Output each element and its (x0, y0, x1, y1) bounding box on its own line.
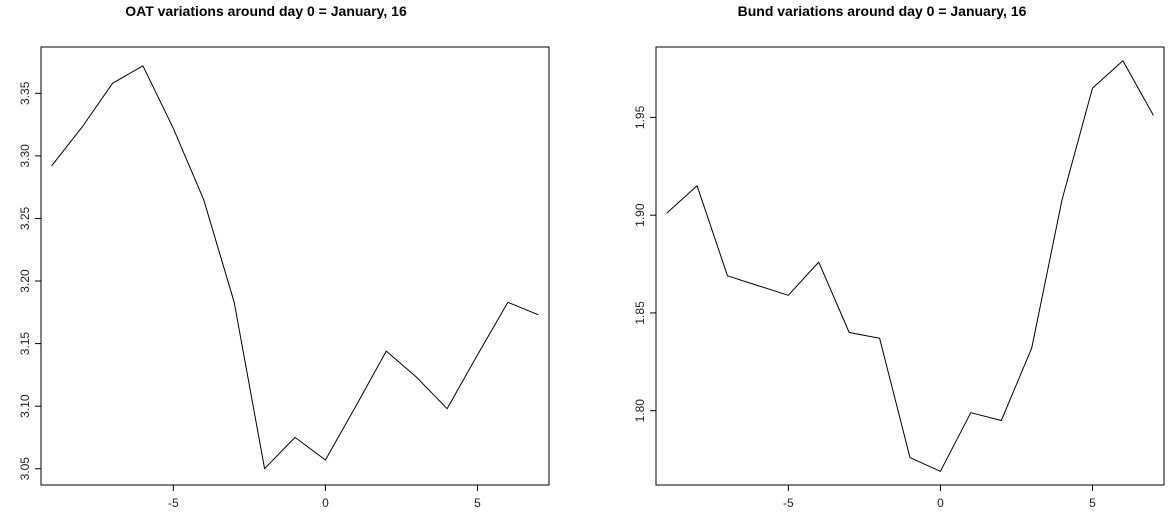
oat-x-axis: -5 0 5 (168, 485, 481, 510)
oat-x-tick-label: 5 (474, 496, 481, 510)
bund-x-tick-label: 0 (937, 496, 944, 510)
oat-y-tick-label: 3.25 (18, 206, 32, 230)
bund-chart-panel: Bund variations around day 0 = January, … (633, 3, 1165, 510)
bund-x-axis: -5 0 5 (783, 485, 1096, 510)
bund-y-tick-label: 1.80 (633, 399, 647, 423)
oat-series-line (51, 65, 539, 470)
bund-x-tick-label: 5 (1089, 496, 1096, 510)
oat-chart-panel: OAT variations around day 0 = January, 1… (18, 3, 550, 510)
bund-y-tick-label: 1.95 (633, 105, 647, 129)
bund-y-axis: 1.80 1.85 1.90 1.95 (633, 105, 656, 422)
oat-y-tick-label: 3.10 (18, 394, 32, 418)
oat-y-tick-label: 3.15 (18, 332, 32, 356)
oat-y-axis: 3.05 3.10 3.15 3.20 3.25 3.30 3.35 (18, 81, 41, 480)
oat-plot-frame (40, 46, 550, 486)
oat-y-tick-label: 3.35 (18, 81, 32, 105)
bund-y-tick-label: 1.85 (633, 301, 647, 325)
oat-y-tick-label: 3.20 (18, 269, 32, 293)
oat-x-tick-label: -5 (168, 496, 179, 510)
bund-series-line (666, 60, 1154, 472)
bund-x-tick-label: -5 (783, 496, 794, 510)
oat-x-tick-label: 0 (322, 496, 329, 510)
bund-chart-title: Bund variations around day 0 = January, … (738, 3, 1027, 19)
oat-chart-title: OAT variations around day 0 = January, 1… (125, 3, 407, 19)
bund-series-group (666, 60, 1154, 472)
oat-y-tick-label: 3.05 (18, 457, 32, 481)
oat-y-tick-label: 3.30 (18, 144, 32, 168)
bund-plot-frame (655, 46, 1165, 486)
oat-series-group (51, 65, 539, 470)
bund-y-tick-label: 1.90 (633, 203, 647, 227)
